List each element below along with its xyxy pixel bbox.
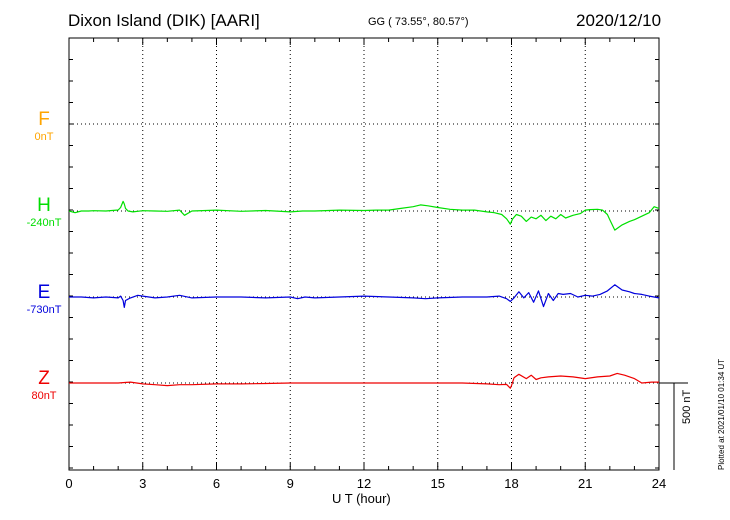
component-z-name: Z — [38, 368, 50, 389]
x-tick-label-0: 0 — [65, 476, 72, 491]
component-label-z: Z 80nT — [14, 369, 74, 403]
series-line-z — [69, 372, 659, 389]
x-axis-label: U T (hour) — [332, 491, 391, 506]
component-e-baseline: -730nT — [26, 304, 62, 316]
component-h-name: H — [37, 195, 51, 216]
x-tick-label-3: 3 — [139, 476, 146, 491]
x-tick-labels: 0 3 6 9 12 15 18 21 24 — [65, 476, 666, 491]
axis-ticks — [68, 38, 660, 470]
x-tick-label-6: 6 — [213, 476, 220, 491]
scale-bar-label: 500 nT — [681, 389, 693, 424]
plot-date: 2020/12/10 — [576, 11, 662, 30]
component-e-name: E — [37, 282, 51, 303]
series-line-h — [68, 200, 660, 231]
geographic-coordinates: GG ( 73.55°, 80.57°) — [368, 16, 469, 28]
x-tick-label-24: 24 — [652, 476, 666, 491]
component-f-baseline: 0nT — [34, 131, 54, 143]
component-z-baseline: 80nT — [31, 390, 57, 402]
x-tick-label-9: 9 — [287, 476, 294, 491]
x-tick-label-21: 21 — [578, 476, 592, 491]
station-title: Dixon Island (DIK) [AARI] — [68, 11, 260, 30]
component-label-h: H -240nT — [14, 196, 74, 230]
series-lines — [68, 200, 660, 389]
x-tick-label-15: 15 — [431, 476, 445, 491]
series-line-e — [69, 284, 660, 308]
component-h-baseline: -240nT — [26, 217, 62, 229]
component-label-f: F 0nT — [14, 110, 74, 144]
scale-bar — [659, 382, 688, 470]
x-tick-label-12: 12 — [357, 476, 371, 491]
plotted-timestamp: Plotted at 2021/01/10 01:34 UT — [717, 358, 726, 470]
component-f-name: F — [38, 109, 50, 130]
x-tick-label-18: 18 — [504, 476, 518, 491]
grid-lines — [69, 38, 659, 470]
component-label-e: E -730nT — [14, 283, 74, 317]
